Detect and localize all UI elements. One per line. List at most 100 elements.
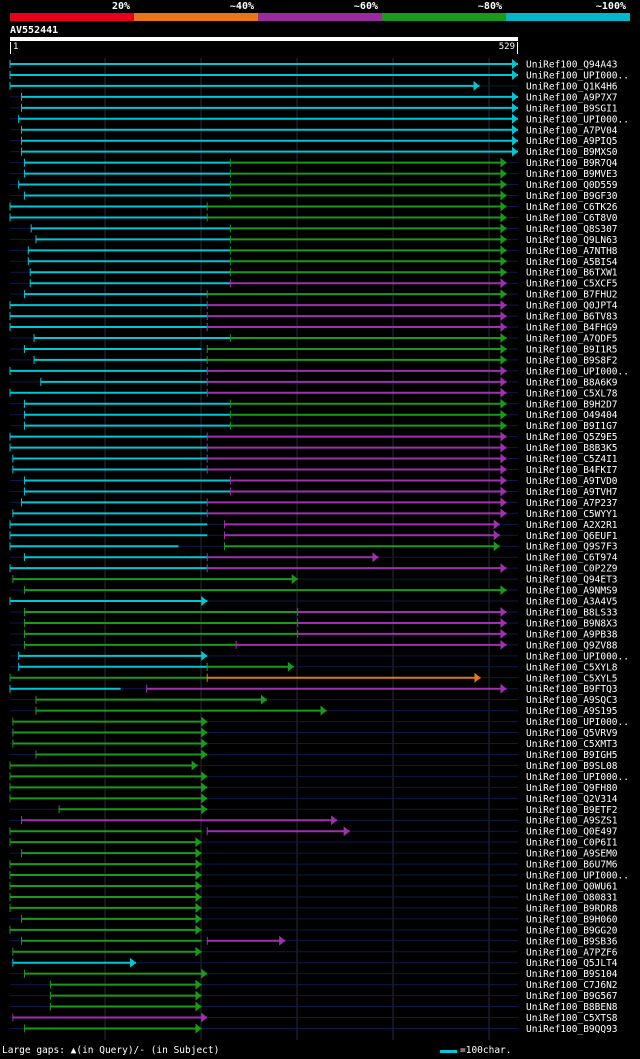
hit-end-arrow (500, 628, 507, 639)
hit-end-arrow (500, 179, 507, 190)
hit-label: UniRef100_B9GG20 (526, 925, 618, 936)
hit-end-arrow (500, 311, 507, 322)
hit-end-arrow (372, 552, 379, 563)
hit-label: UniRef100_B8B3K5 (526, 443, 618, 454)
hit-label: UniRef100_A9PB38 (526, 629, 618, 640)
hit-label: UniRef100_C5XYL8 (526, 662, 618, 673)
query-bar (10, 37, 518, 41)
hit-label: UniRef100_B8LS33 (526, 608, 618, 619)
legend-swatch (10, 13, 134, 21)
hit-label: UniRef100_C5WYY1 (526, 509, 618, 520)
hit-label: UniRef100_Q2V314 (526, 794, 618, 805)
hit-end-arrow (195, 946, 202, 957)
legend-swatch (506, 13, 630, 21)
hit-end-arrow (331, 815, 338, 826)
hit-end-arrow (500, 464, 507, 475)
hit-label: UniRef100_Q5Z9E5 (526, 432, 618, 443)
query-name: AV552441 (10, 25, 59, 36)
hit-label: UniRef100_A9TVD0 (526, 476, 618, 487)
hit-end-arrow (500, 398, 507, 409)
hit-label: UniRef100_UPI000.. (526, 651, 629, 662)
hit-end-arrow (493, 530, 500, 541)
hit-label: UniRef100_A7QDF5 (526, 334, 618, 345)
hit-label: UniRef100_Q9ZV88 (526, 640, 618, 651)
hit-label: UniRef100_Q9LN63 (526, 235, 618, 246)
hit-end-arrow (512, 124, 518, 135)
hit-end-arrow (201, 782, 208, 793)
hit-end-arrow (195, 1001, 202, 1012)
hit-end-arrow (201, 727, 208, 738)
hit-label: UniRef100_Q6EUF1 (526, 531, 618, 542)
hit-end-arrow (195, 990, 202, 1001)
identity-legend: 20% ~40% ~60% ~80% ~100% (0, 0, 640, 22)
legend-label: ~40% (229, 1, 254, 12)
hit-end-arrow (201, 596, 208, 607)
hit-label: UniRef100_B8A6K9 (526, 377, 618, 388)
hit-end-arrow (191, 760, 198, 771)
hit-end-arrow (512, 102, 518, 113)
hit-label: UniRef100_A9SEM0 (526, 849, 618, 860)
hit-end-arrow (500, 486, 507, 497)
hit-label: UniRef100_B4FKI7 (526, 465, 618, 476)
hit-end-arrow (500, 607, 507, 617)
hit-label: UniRef100_Q94A43 (526, 60, 618, 71)
hit-label: UniRef100_C5XYL5 (526, 673, 618, 684)
hit-label: UniRef100_B9SGI1 (526, 103, 618, 114)
hit-label: UniRef100_B9QQ93 (526, 1024, 618, 1035)
hit-label: UniRef100_Q5JLT4 (526, 958, 618, 969)
hit-label: UniRef100_B9SL08 (526, 761, 618, 772)
hit-end-arrow (512, 113, 518, 124)
hit-label: UniRef100_UPI000.. (526, 717, 629, 728)
hit-end-arrow (500, 420, 507, 431)
hit-label: UniRef100_Q9FH80 (526, 783, 618, 794)
legend-label: ~60% (353, 1, 378, 12)
hit-label: UniRef100_B7FHU2 (526, 290, 618, 301)
hit-end-arrow (512, 91, 518, 102)
hit-end-arrow (201, 738, 208, 749)
hit-label: UniRef100_B9G567 (526, 991, 618, 1002)
hit-label: UniRef100_Q0WU61 (526, 882, 618, 893)
hit-end-arrow (195, 913, 202, 924)
hit-label: UniRef100_B9S104 (526, 969, 618, 980)
hit-label: UniRef100_C5Z4I1 (526, 454, 618, 465)
hit-end-arrow (195, 924, 202, 935)
hit-end-arrow (493, 541, 500, 552)
hit-end-arrow (500, 475, 507, 486)
hit-end-arrow (473, 80, 480, 91)
hit-end-arrow (500, 333, 507, 343)
hit-end-arrow (201, 1012, 208, 1023)
hit-label: UniRef100_A9TVH7 (526, 487, 618, 498)
hit-label: UniRef100_A7NTH8 (526, 246, 618, 257)
hit-end-arrow (201, 804, 208, 815)
hit-label: UniRef100_A9PIQ5 (526, 136, 618, 147)
hit-label: UniRef100_B8BEN8 (526, 1002, 618, 1013)
hit-end-arrow (201, 749, 208, 760)
hit-label: UniRef100_Q5VRV9 (526, 728, 618, 739)
hit-label: UniRef100_A9P7X7 (526, 92, 618, 103)
hit-label: UniRef100_B9MXS0 (526, 147, 618, 158)
hit-label: UniRef100_C6T974 (526, 553, 618, 564)
hit-label: UniRef100_B9ETF2 (526, 805, 618, 816)
hit-end-arrow (500, 234, 507, 245)
hit-end-arrow (195, 902, 202, 913)
query-ruler: 1 529 (10, 42, 518, 54)
hit-label: UniRef100_UPI000.. (526, 772, 629, 783)
hit-label: UniRef100_A7P237 (526, 498, 618, 509)
hit-label: UniRef100_B9I1R5 (526, 344, 618, 355)
hit-label: UniRef100_A9NMS9 (526, 586, 618, 597)
hit-end-arrow (195, 881, 202, 891)
hit-end-arrow (512, 135, 518, 146)
hit-label: UniRef100_B9GF30 (526, 191, 618, 202)
hit-end-arrow (195, 859, 202, 870)
hit-end-arrow (500, 267, 507, 278)
hit-end-arrow (500, 289, 507, 300)
hit-label: UniRef100_C6T8V0 (526, 213, 618, 224)
hit-end-arrow (500, 453, 507, 464)
hit-label: UniRef100_B4FHG9 (526, 323, 618, 334)
hit-label: UniRef100_B9SB36 (526, 936, 618, 947)
hit-label: UniRef100_UPI000.. (526, 114, 629, 125)
hit-label: UniRef100_B6TXW1 (526, 268, 618, 279)
hit-label: UniRef100_C5XTS8 (526, 1013, 618, 1024)
hit-end-arrow (500, 365, 507, 376)
